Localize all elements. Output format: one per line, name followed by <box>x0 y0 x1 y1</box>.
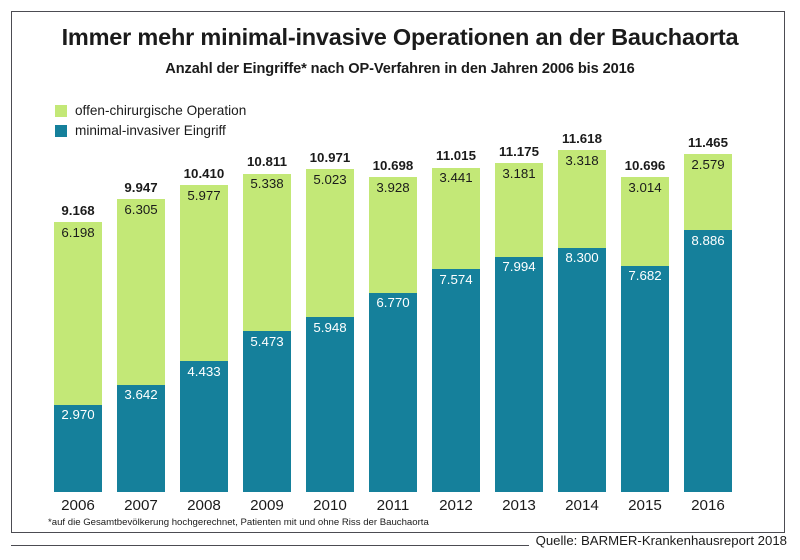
x-axis-tick-label: 2012 <box>439 497 473 514</box>
x-axis-tick-label: 2013 <box>502 497 536 514</box>
bar-total-label: 10.410 <box>183 166 225 182</box>
bar-value-label-open-surgery: 3.441 <box>439 170 473 186</box>
bar-group: 5.948 5.023 10.971 2010 <box>306 150 354 514</box>
bar-segment-open-surgery <box>243 173 291 331</box>
legend-item-label: minimal-invasiver Eingriff <box>75 123 226 138</box>
bar-value-label-minimal-invasive: 6.770 <box>376 295 410 311</box>
bar-value-label-open-surgery: 6.305 <box>124 201 158 217</box>
bar-value-label-open-surgery: 5.338 <box>250 176 284 192</box>
legend-item-open-surgery: offen-chirurgische Operation <box>55 101 246 120</box>
legend-item-minimal-invasive: minimal-invasiver Eingriff <box>55 121 246 140</box>
bar-group: 7.682 3.014 10.696 2015 <box>621 158 669 514</box>
bar-group: 7.574 3.441 11.015 2012 <box>432 149 480 514</box>
page-title: Immer mehr minimal-invasive Operationen … <box>61 24 739 50</box>
square-swatch-icon <box>55 124 67 137</box>
page-subtitle: Anzahl der Eingriffe* nach OP-Verfahren … <box>165 61 635 77</box>
chart-footnote: *auf die Gesamtbevölkerung hochgerechnet… <box>48 517 429 528</box>
bar-value-label-minimal-invasive: 7.994 <box>502 259 536 275</box>
bar-group: 8.300 3.318 11.618 2014 <box>558 131 606 514</box>
bar-segment-open-surgery <box>117 199 165 385</box>
bar-value-label-minimal-invasive: 3.642 <box>124 387 158 403</box>
x-axis-tick-label: 2007 <box>124 497 158 514</box>
x-axis-tick-label: 2006 <box>61 497 95 514</box>
bar-value-label-minimal-invasive: 7.682 <box>628 268 662 284</box>
bar-segment-open-surgery <box>432 167 480 269</box>
bar-value-label-open-surgery: 2.579 <box>691 157 725 173</box>
bar-total-label: 11.465 <box>688 135 728 151</box>
bar-group: 4.433 5.977 10.410 2008 <box>180 167 228 514</box>
chart-legend: offen-chirurgische Operation minimal-inv… <box>55 101 246 141</box>
bar-group: 8.886 2.579 11.465 2016 <box>684 136 732 514</box>
bar-group: 7.994 3.181 11.175 2013 <box>495 144 543 514</box>
bar-value-label-minimal-invasive: 5.473 <box>250 333 284 349</box>
bar-segment-open-surgery <box>684 154 732 231</box>
bar-group: 3.642 6.305 9.947 2007 <box>117 180 165 514</box>
bar-segment-minimal-invasive <box>306 316 354 492</box>
x-axis-tick-label: 2009 <box>250 497 284 514</box>
bar-segment-minimal-invasive <box>432 268 480 492</box>
bar-total-label: 9.947 <box>124 179 158 195</box>
bar-total-label: 11.175 <box>499 143 539 159</box>
bar-value-label-minimal-invasive: 8.300 <box>565 250 599 266</box>
bar-segment-minimal-invasive <box>495 256 543 492</box>
bar-total-label: 11.015 <box>436 148 476 164</box>
bar-value-label-minimal-invasive: 4.433 <box>187 364 221 380</box>
bar-segment-open-surgery <box>621 177 669 266</box>
bar-segment-minimal-invasive <box>243 330 291 492</box>
bar-group: 6.770 3.928 10.698 2011 <box>369 158 417 514</box>
bar-group: 5.473 5.338 10.811 2009 <box>243 155 291 514</box>
bar-total-label: 10.811 <box>247 154 287 170</box>
bar-value-label-open-surgery: 3.318 <box>565 152 599 168</box>
source-divider <box>11 545 785 546</box>
bar-value-label-minimal-invasive: 8.886 <box>691 233 725 249</box>
bar-segment-minimal-invasive <box>684 230 732 492</box>
bar-segment-minimal-invasive <box>621 265 669 492</box>
x-axis-tick-label: 2011 <box>376 497 410 514</box>
bar-segment-open-surgery <box>54 222 102 405</box>
chart-source: Quelle: BARMER-Krankenhausreport 2018 <box>528 533 787 548</box>
bar-value-label-open-surgery: 5.023 <box>313 171 347 187</box>
bar-value-label-open-surgery: 5.977 <box>187 188 221 204</box>
bar-value-label-open-surgery: 3.014 <box>628 179 662 195</box>
bar-value-label-minimal-invasive: 5.948 <box>313 319 347 335</box>
bar-value-label-open-surgery: 3.181 <box>502 165 536 181</box>
bar-segment-open-surgery <box>558 149 606 248</box>
x-axis-tick-label: 2015 <box>628 497 662 514</box>
bar-segment-open-surgery <box>306 168 354 317</box>
legend-item-label: offen-chirurgische Operation <box>75 103 247 118</box>
x-axis-tick-label: 2014 <box>565 497 599 514</box>
x-axis-tick-label: 2008 <box>187 497 221 514</box>
bar-value-label-open-surgery: 6.198 <box>61 224 95 240</box>
bar-segment-open-surgery <box>369 176 417 293</box>
bar-segment-minimal-invasive <box>117 384 165 492</box>
bar-group: 2.970 6.198 9.168 2006 <box>54 203 102 514</box>
bar-segment-open-surgery <box>180 185 228 362</box>
bar-total-label: 10.698 <box>372 157 414 173</box>
bar-value-label-open-surgery: 3.928 <box>376 179 410 195</box>
bar-value-label-minimal-invasive: 2.970 <box>61 407 95 423</box>
bar-segment-minimal-invasive <box>369 292 417 492</box>
square-swatch-icon <box>55 104 67 117</box>
bar-total-label: 10.696 <box>624 157 666 173</box>
bar-total-label: 11.618 <box>562 130 602 146</box>
bar-segment-minimal-invasive <box>180 361 228 492</box>
bar-segment-open-surgery <box>495 162 543 257</box>
x-axis-tick-label: 2010 <box>313 497 347 514</box>
bar-total-label: 10.971 <box>309 149 351 165</box>
bar-segment-minimal-invasive <box>558 247 606 492</box>
bar-value-label-minimal-invasive: 7.574 <box>439 271 473 287</box>
bar-segment-minimal-invasive <box>54 404 102 492</box>
bar-total-label: 9.168 <box>61 202 95 218</box>
x-axis-tick-label: 2016 <box>691 497 725 514</box>
